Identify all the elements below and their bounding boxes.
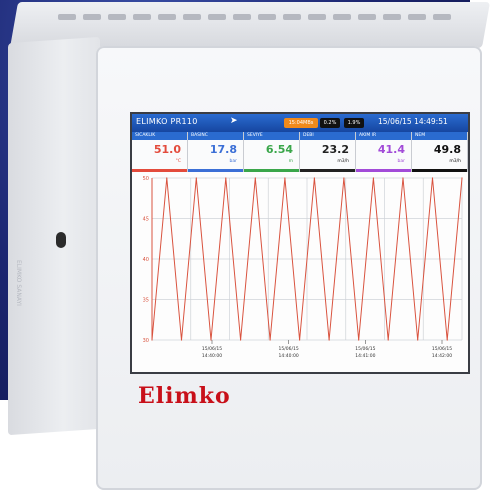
channel-label: NEM (412, 132, 467, 140)
channel-label: DEBI (300, 132, 355, 140)
trend-chart[interactable]: 50 45 40 35 30 15/06/15 14:40:00 15/06/15 14:40:… (132, 172, 468, 372)
vent-slot (333, 14, 351, 20)
series-point (343, 177, 345, 179)
brand-logo: Elimko (138, 383, 231, 409)
channel-unit: m (288, 159, 293, 164)
channel-1[interactable]: SICAKLIK 51.0 °C (132, 132, 188, 172)
series-point (431, 177, 434, 179)
channel-color-bar (300, 169, 355, 172)
channel-unit: °C (175, 159, 181, 164)
vent-slot (283, 14, 301, 20)
channel-5[interactable]: AKIM IR 41.4 bar (356, 132, 412, 172)
screen-title-bar: ELIMKO PR110 ➤ 15:04MBs 0.2% 1.9% 15/06/… (132, 114, 468, 132)
status-badge-1: 0.2% (320, 118, 340, 128)
channel-unit: bar (229, 159, 237, 164)
series-point (402, 177, 404, 179)
channel-color-bar (244, 169, 299, 172)
channel-unit: m3/h (337, 159, 349, 164)
series-point (461, 177, 463, 179)
channel-value: 41.4 (377, 143, 405, 156)
channel-unit: m3/h (449, 159, 461, 164)
channel-6[interactable]: NEM 49.8 m3/h (412, 132, 468, 172)
vent-slot (383, 14, 401, 20)
channel-4[interactable]: DEBI 23.2 m3/h (300, 132, 356, 172)
channel-value: 49.8 (433, 143, 461, 156)
vent-slot (158, 14, 176, 20)
channel-value: 51.0 (153, 143, 181, 156)
channel-panel: SICAKLIK 51.0 °C BASINC 17.8 bar SEVIYE 6.54 m DE… (132, 132, 468, 172)
channel-label: AKIM IR (356, 132, 411, 140)
vent-slot (358, 14, 376, 20)
x-tick-time: 14:40:00 (202, 353, 222, 359)
device-title: ELIMKO PR110 (136, 117, 198, 126)
vent-slot (408, 14, 426, 20)
channel-value: 17.8 (209, 143, 237, 156)
channel-value: 23.2 (321, 143, 349, 156)
trend-chart-svg: 504540353015/06/1514:40:0015/06/1514:40:… (143, 176, 463, 359)
series-point (254, 177, 256, 179)
series-point (328, 339, 330, 341)
channel-value: 6.54 (265, 143, 293, 156)
series-line (151, 177, 463, 341)
y-tick-label: 35 (143, 298, 149, 304)
side-label: ELIMKO SANAYI (15, 260, 22, 306)
series-point (151, 339, 153, 341)
x-tick-date: 15/06/15 (432, 346, 452, 352)
x-tick-date: 15/06/15 (279, 346, 299, 352)
display-screen[interactable]: ELIMKO PR110 ➤ 15:04MBs 0.2% 1.9% 15/06/… (130, 112, 470, 374)
channel-label: SICAKLIK (132, 132, 187, 140)
channel-unit: bar (397, 159, 405, 164)
series-point (166, 177, 168, 179)
vent-slot (233, 14, 251, 20)
y-tick-label: 50 (143, 176, 149, 182)
series-point (417, 339, 419, 341)
channel-label: SEVIYE (244, 132, 299, 140)
cursor-icon: ➤ (230, 116, 238, 126)
series-point (239, 339, 242, 341)
series-point (387, 339, 389, 341)
x-tick-time: 14:40:00 (279, 353, 299, 359)
vent-slot (58, 14, 76, 20)
vent-slot (433, 14, 451, 20)
datetime-display: 15/06/15 14:49:51 (378, 117, 448, 126)
x-tick-time: 14:42:00 (432, 353, 452, 359)
y-tick-label: 45 (143, 217, 149, 223)
series-point (313, 177, 315, 179)
vent-slot (183, 14, 201, 20)
vent-slot (133, 14, 151, 20)
device-side (8, 36, 100, 436)
channel-color-bar (188, 169, 243, 172)
x-tick-date: 15/06/15 (202, 346, 222, 352)
channel-3[interactable]: SEVIYE 6.54 m (244, 132, 300, 172)
series-point (269, 339, 271, 341)
series-point (299, 339, 301, 341)
series-point (446, 339, 448, 341)
x-tick-date: 15/06/15 (355, 346, 375, 352)
y-tick-label: 40 (143, 257, 149, 263)
series-point (210, 339, 212, 341)
series-point (358, 339, 360, 341)
channel-color-bar (132, 169, 187, 172)
vent-slot (108, 14, 126, 20)
series-point (180, 339, 183, 341)
vent-slot (83, 14, 101, 20)
side-connector (56, 232, 66, 248)
series-point (225, 177, 227, 179)
channel-label: BASINC (188, 132, 243, 140)
vent-slot (308, 14, 326, 20)
channel-2[interactable]: BASINC 17.8 bar (188, 132, 244, 172)
series-point (372, 177, 375, 179)
channel-color-bar (356, 169, 411, 172)
channel-color-bar (412, 169, 467, 172)
series-point (195, 177, 197, 179)
vent-slot (258, 14, 276, 20)
vent-slot (208, 14, 226, 20)
x-tick-time: 14:41:00 (355, 353, 375, 359)
series-point (284, 177, 286, 179)
status-badge-2: 1.9% (344, 118, 364, 128)
y-tick-label: 30 (143, 338, 149, 344)
status-badge-memory: 15:04MBs (284, 118, 318, 128)
